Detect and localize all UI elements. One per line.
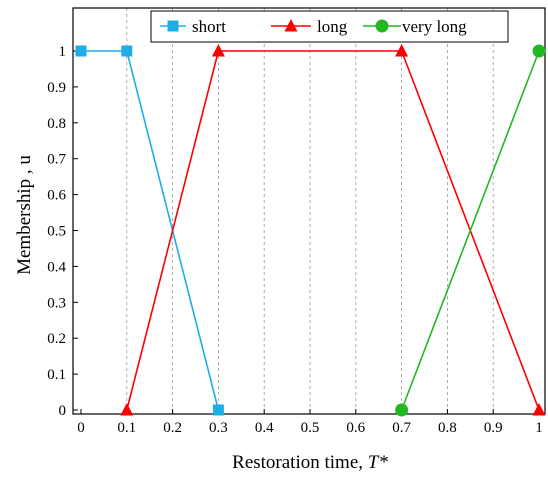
series-line-long bbox=[126, 50, 540, 411]
legend-marker-short bbox=[167, 20, 179, 32]
y-tick-label: 0.9 bbox=[47, 80, 66, 96]
data-point-short bbox=[212, 404, 224, 416]
x-gridlines bbox=[126, 8, 494, 414]
series-line-short bbox=[81, 50, 220, 411]
x-tick-label: 0.6 bbox=[346, 420, 365, 436]
data-point-very-long bbox=[395, 403, 409, 417]
legend-box bbox=[150, 10, 509, 43]
legend-label-short: short bbox=[192, 17, 226, 36]
data-point-long bbox=[532, 403, 546, 416]
data-point-very-long bbox=[532, 44, 546, 58]
series-line-very-long bbox=[400, 50, 540, 411]
legend-marker-long bbox=[284, 19, 298, 32]
data-point-long bbox=[211, 44, 225, 57]
axis-ticks: 0 0.1 0.2 0.3 0.4 0.5 0.6 0.7 0.8 0.9 1 0 0.1 0.2 0.3 0… bbox=[47, 44, 543, 436]
legend-label-long: long bbox=[317, 17, 348, 36]
x-tick-label: 1 bbox=[535, 420, 543, 436]
y-tick-label: 0.1 bbox=[47, 367, 66, 383]
y-tick-label: 0.6 bbox=[47, 188, 66, 204]
y-tick-label: 0.5 bbox=[47, 224, 66, 240]
data-point-short bbox=[121, 45, 133, 57]
legend-item-very-long: very long bbox=[363, 17, 467, 36]
series-short bbox=[75, 45, 224, 416]
x-tick-label: 0.9 bbox=[484, 420, 503, 436]
data-point-long bbox=[120, 403, 134, 416]
legend: short long very long bbox=[150, 10, 509, 43]
y-tick-label: 1 bbox=[59, 44, 67, 60]
x-tick-label: 0.4 bbox=[255, 420, 274, 436]
legend-label-very-long: very long bbox=[402, 17, 467, 36]
x-tick-label: 0.1 bbox=[117, 420, 136, 436]
data-point-long bbox=[395, 44, 409, 57]
x-tick-label: 0.5 bbox=[301, 420, 320, 436]
legend-item-short: short bbox=[160, 17, 226, 36]
x-tick-label: 0 bbox=[77, 420, 85, 436]
y-tick-label: 0 bbox=[59, 403, 67, 419]
x-tick-label: 0.3 bbox=[209, 420, 228, 436]
y-tick-label: 0.2 bbox=[47, 331, 66, 347]
series-long bbox=[120, 44, 546, 416]
y-tick-label: 0.3 bbox=[47, 295, 66, 311]
y-tick-label: 0.4 bbox=[47, 259, 66, 275]
plot-frame bbox=[72, 7, 546, 415]
y-tick-label: 0.7 bbox=[47, 152, 66, 168]
x-tick-label: 0.8 bbox=[438, 420, 457, 436]
series-very-long bbox=[395, 44, 546, 417]
legend-item-long: long bbox=[271, 17, 348, 36]
series-layer bbox=[75, 44, 546, 417]
data-point-short bbox=[75, 45, 87, 57]
x-axis-label: Restoration time, T* bbox=[232, 452, 388, 473]
y-tick-label: 0.8 bbox=[47, 116, 66, 132]
y-axis-label: Membership , u bbox=[14, 155, 35, 275]
legend-marker-very-long bbox=[375, 19, 389, 33]
x-tick-label: 0.7 bbox=[392, 420, 411, 436]
x-tick-label: 0.2 bbox=[163, 420, 182, 436]
